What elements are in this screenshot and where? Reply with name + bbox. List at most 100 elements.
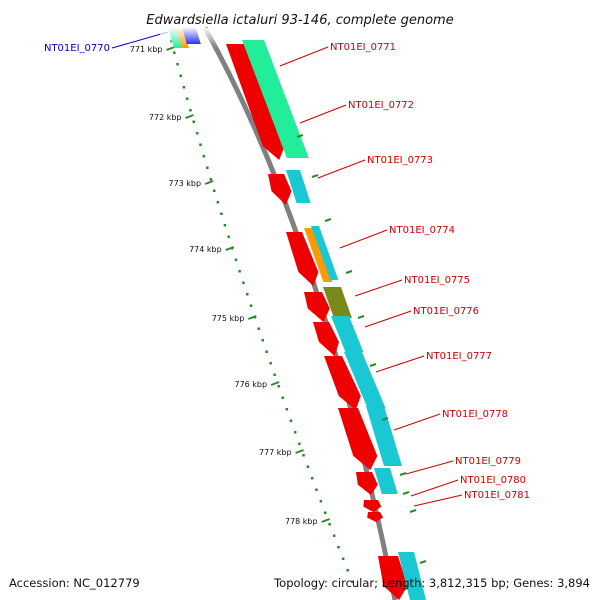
scale-dot bbox=[319, 500, 323, 503]
scale-dot bbox=[346, 569, 349, 572]
scale-dot bbox=[192, 120, 195, 123]
scale-dot bbox=[332, 534, 336, 537]
gene-label-leader bbox=[279, 46, 329, 67]
gene-label[interactable]: NT01EI_0772 bbox=[348, 100, 414, 111]
gene-label-leader bbox=[111, 31, 169, 49]
gene-label[interactable]: NT01EI_0779 bbox=[455, 456, 521, 467]
scale-dot bbox=[182, 86, 186, 89]
scale-dot bbox=[199, 143, 202, 146]
feature-edge-tick bbox=[381, 417, 389, 421]
scale-major-tick bbox=[185, 114, 194, 119]
cog-band bbox=[323, 287, 352, 318]
feature-edge-tick bbox=[324, 218, 332, 222]
gene-label-leader bbox=[299, 104, 347, 124]
cog-band bbox=[374, 468, 398, 494]
scale-dot bbox=[238, 270, 241, 273]
scale-dot bbox=[189, 109, 192, 112]
gene-label-leader bbox=[413, 494, 463, 507]
scale-dot bbox=[216, 201, 220, 204]
scale-dot bbox=[242, 281, 245, 284]
scale-dot bbox=[293, 431, 297, 434]
gene-arrow bbox=[378, 556, 408, 600]
cog-band bbox=[311, 226, 339, 280]
scale-dot bbox=[277, 385, 280, 388]
scale-dot bbox=[249, 304, 253, 307]
feature-edge-tick bbox=[409, 509, 417, 513]
scale-dot bbox=[324, 511, 327, 514]
scale-dot bbox=[328, 523, 331, 526]
scale-dot bbox=[195, 132, 199, 135]
cog-band bbox=[331, 316, 364, 352]
scale-label: 773 kbp bbox=[168, 179, 201, 188]
scale-dot bbox=[246, 293, 249, 296]
feature-edge-tick bbox=[399, 472, 407, 476]
gene-arrow bbox=[304, 292, 330, 322]
cog-band bbox=[398, 552, 426, 600]
cog-band bbox=[286, 170, 311, 203]
scale-dot bbox=[273, 373, 276, 376]
scale-dot bbox=[257, 327, 260, 330]
scale-dot bbox=[220, 212, 223, 215]
cog-band bbox=[344, 352, 386, 408]
gene-arrow bbox=[363, 500, 382, 512]
feature-edge-tick bbox=[345, 270, 353, 274]
gene-arrow bbox=[324, 356, 361, 410]
gene-label[interactable]: NT01EI_0771 bbox=[330, 42, 396, 53]
feature-edge-tick bbox=[357, 315, 365, 319]
scale-label: 771 kbp bbox=[130, 45, 163, 54]
feature-edge-tick bbox=[311, 174, 319, 178]
gene-label[interactable]: NT01EI_0774 bbox=[389, 225, 455, 236]
scale-label: 772 kbp bbox=[149, 113, 182, 122]
gene-label[interactable]: NT01EI_0780 bbox=[460, 475, 526, 486]
scale-major-tick bbox=[270, 381, 280, 386]
gene-label[interactable]: NT01EI_0777 bbox=[426, 351, 492, 362]
scale-dot bbox=[315, 488, 318, 491]
scale-label: 776 kbp bbox=[234, 380, 267, 389]
gene-arrow bbox=[286, 232, 319, 286]
scale-dot bbox=[265, 350, 268, 353]
scale-dot bbox=[289, 419, 293, 422]
scale-dot bbox=[185, 97, 189, 100]
scale-dot bbox=[202, 155, 206, 158]
scale-dot bbox=[285, 408, 289, 411]
scale-major-tick bbox=[247, 315, 257, 320]
scale-dot bbox=[213, 189, 216, 192]
scale-label: 778 kbp bbox=[285, 517, 318, 526]
scale-dot bbox=[281, 396, 284, 399]
gene-label[interactable]: NT01EI_0778 bbox=[442, 409, 508, 420]
gene-arrow bbox=[367, 512, 384, 522]
scale-label: 777 kbp bbox=[259, 448, 292, 457]
scale-dot bbox=[269, 362, 272, 365]
scale-dot bbox=[234, 258, 238, 261]
scale-dot bbox=[209, 178, 212, 181]
scale-label: 774 kbp bbox=[189, 245, 222, 254]
gene-label-leader bbox=[339, 229, 388, 249]
scale-dot bbox=[351, 580, 354, 583]
scale-dot bbox=[337, 546, 340, 549]
feature-edge-tick bbox=[369, 363, 377, 367]
feature-edge-tick bbox=[296, 134, 304, 138]
gene-features bbox=[168, 28, 427, 600]
cog-band bbox=[366, 406, 402, 466]
scale-major-tick bbox=[225, 246, 235, 251]
gene-label-leader bbox=[364, 310, 412, 328]
gene-label[interactable]: NT01EI_0775 bbox=[404, 275, 470, 286]
gene-arrow bbox=[356, 472, 378, 495]
scale-dot bbox=[223, 224, 227, 227]
scale-dot bbox=[306, 465, 310, 468]
cog-band bbox=[304, 228, 333, 282]
gene-arrow bbox=[313, 322, 339, 356]
scale-dot bbox=[310, 477, 314, 480]
gene-label-leader bbox=[375, 355, 425, 373]
gene-label[interactable]: NT01EI_0773 bbox=[367, 155, 433, 166]
scale-dot bbox=[173, 51, 176, 54]
gene-label[interactable]: NT01EI_0776 bbox=[413, 306, 479, 317]
accession-text: Accession: NC_012779 bbox=[9, 576, 140, 590]
cog-band bbox=[242, 40, 309, 158]
genome-summary-text: Topology: circular; Length: 3,812,315 bp… bbox=[273, 576, 590, 590]
scale-dot bbox=[341, 557, 345, 560]
gene-label[interactable]: NT01EI_0770 bbox=[44, 43, 110, 54]
top-fade bbox=[160, 28, 220, 48]
gene-label[interactable]: NT01EI_0781 bbox=[464, 490, 530, 501]
